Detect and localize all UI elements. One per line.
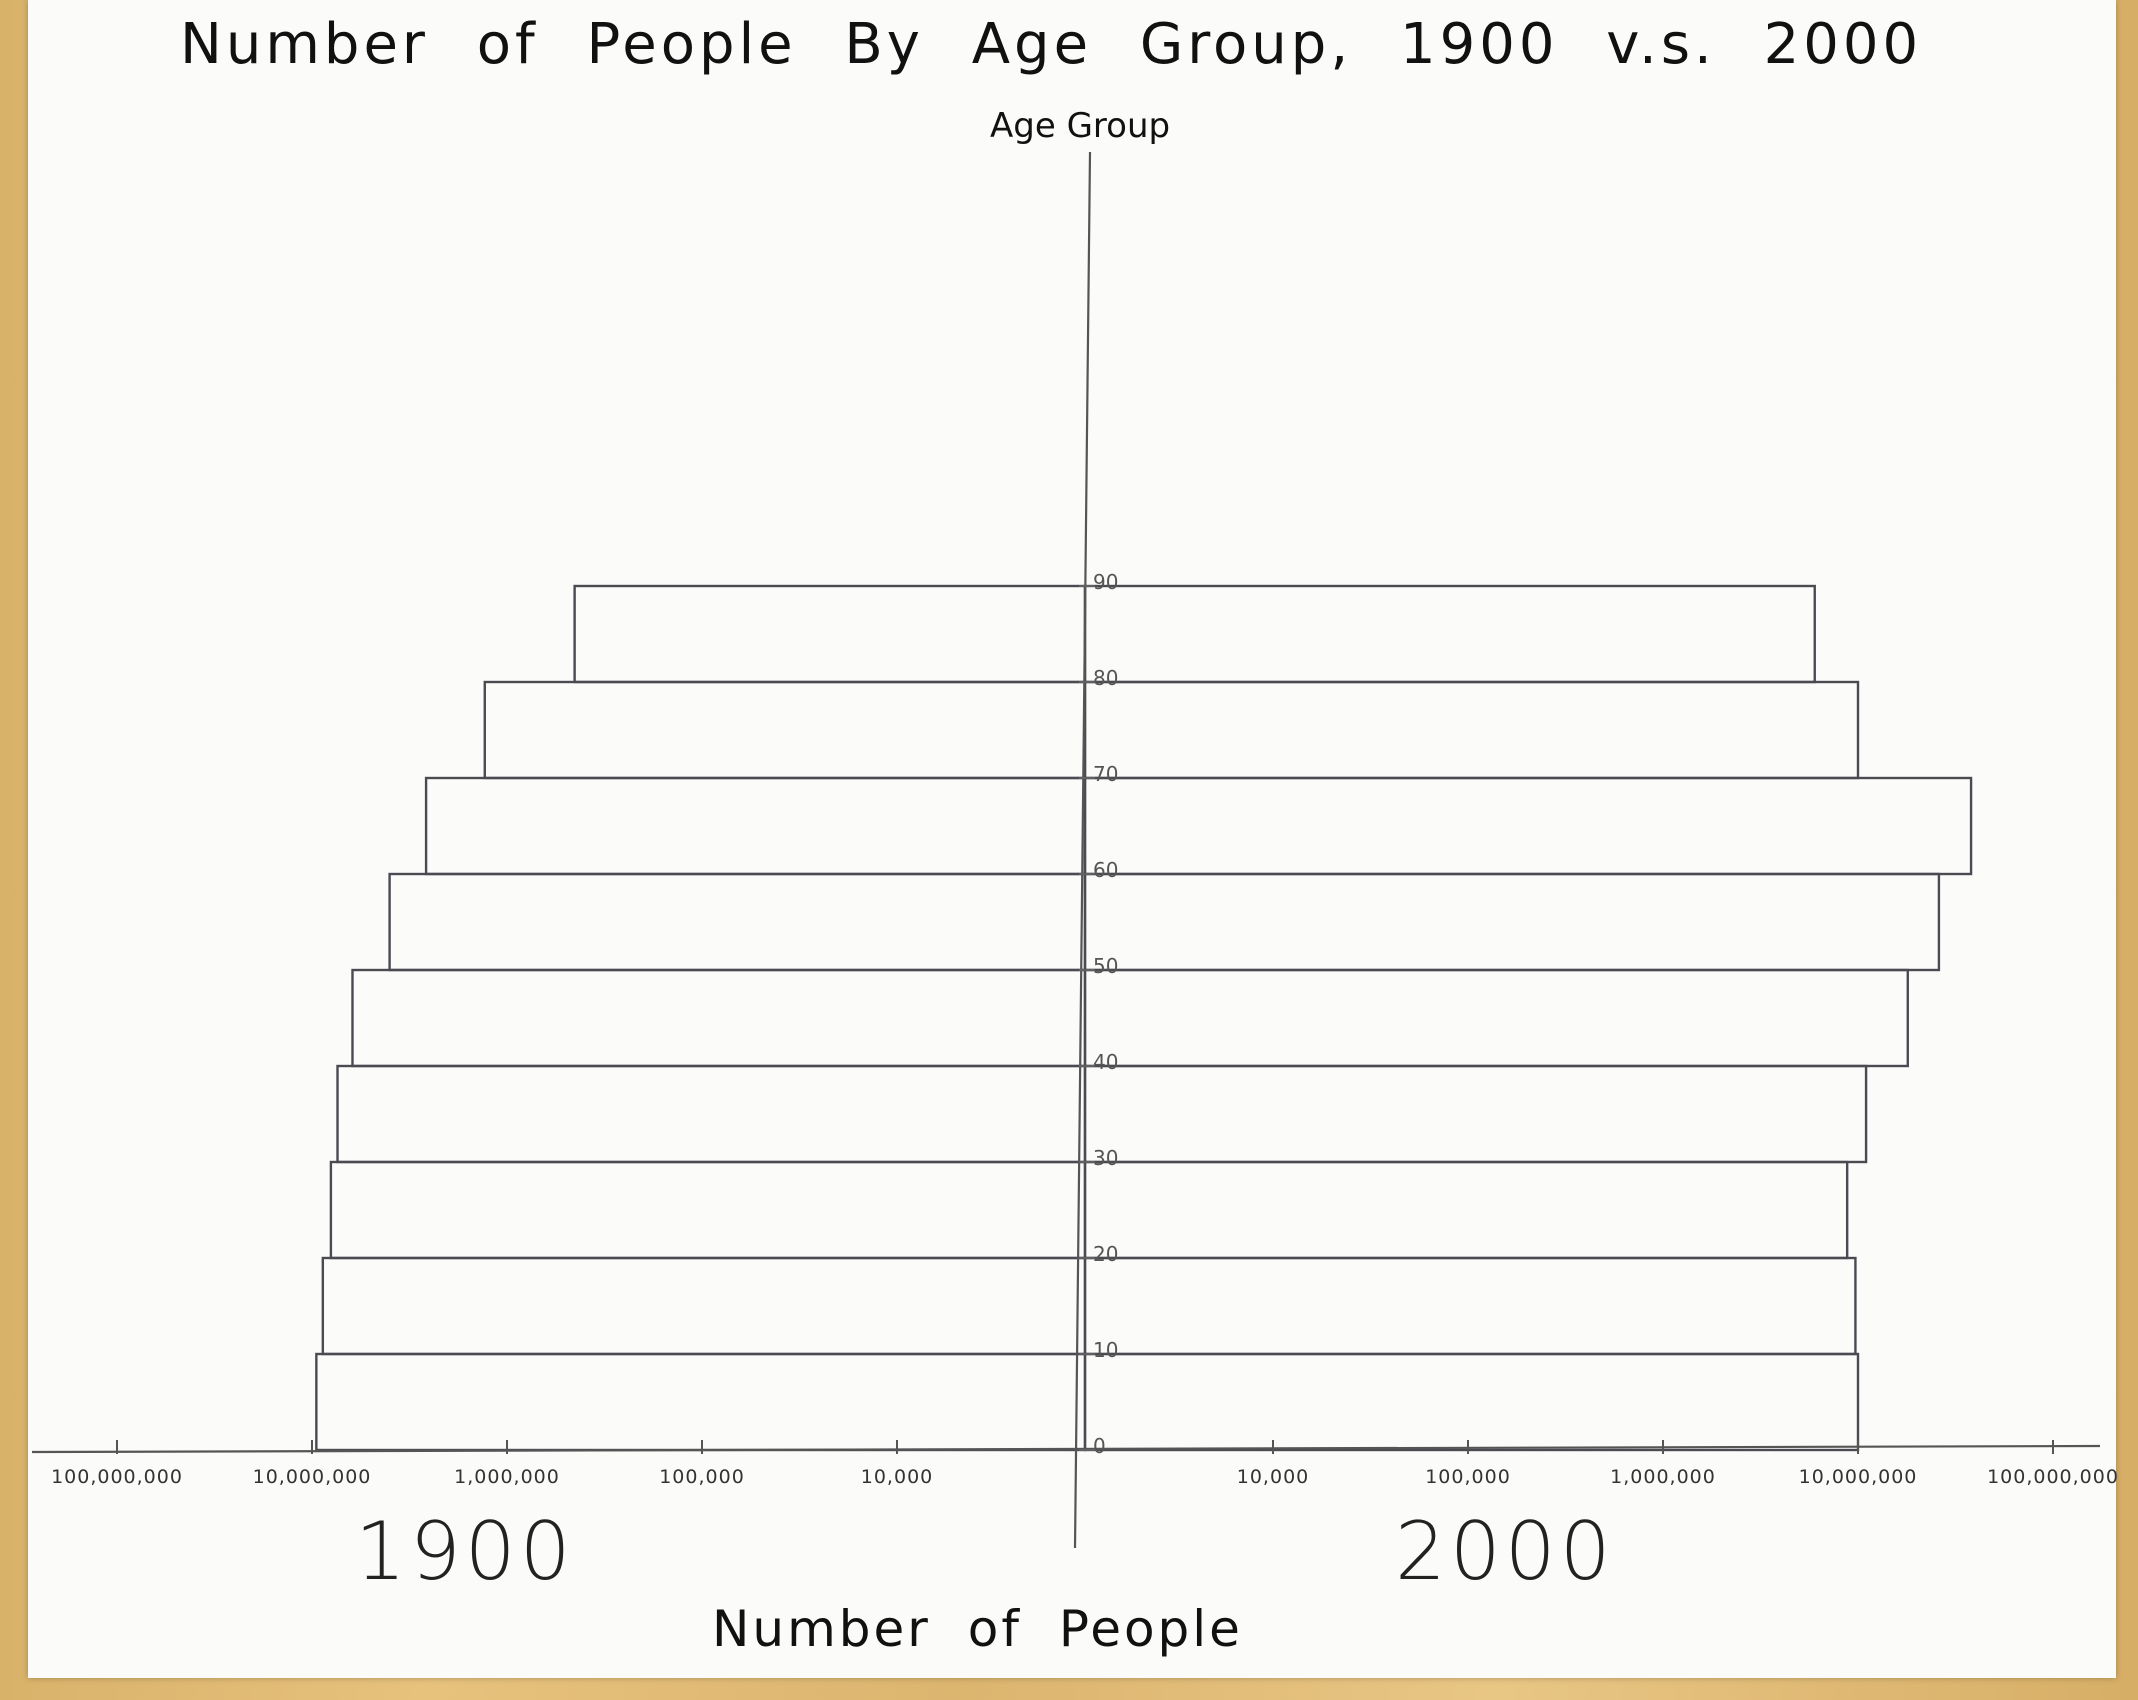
y-tick-label-90: 90 bbox=[1093, 570, 1119, 594]
y-tick-label-30: 30 bbox=[1093, 1146, 1119, 1170]
bar-1900-age-70 bbox=[483, 680, 1087, 780]
bar-1900-age-0 bbox=[315, 1352, 1087, 1452]
bars-group bbox=[315, 584, 1973, 1452]
side-label-2000: 2000 bbox=[1395, 1505, 1615, 1598]
bar-1900-age-80 bbox=[573, 584, 1087, 684]
y-axis bbox=[1073, 151, 1092, 1549]
x-tick-right-1: 100,000 bbox=[1425, 1466, 1511, 1488]
y-tick-label-70: 70 bbox=[1093, 762, 1119, 786]
bar-1900-age-50 bbox=[388, 872, 1087, 972]
x-tick-right-3: 10,000,000 bbox=[1798, 1466, 1918, 1488]
x-tick-left-3: 100,000 bbox=[659, 1466, 745, 1488]
x-tick-left-4: 10,000 bbox=[860, 1466, 934, 1488]
x-tick-right-0: 10,000 bbox=[1236, 1466, 1310, 1488]
bar-1900-age-10 bbox=[321, 1256, 1087, 1356]
side-label-1900: 1900 bbox=[355, 1505, 575, 1598]
bar-2000-age-0 bbox=[1083, 1352, 1860, 1452]
bar-2000-age-50 bbox=[1083, 872, 1941, 972]
bar-1900-age-40 bbox=[351, 968, 1087, 1068]
x-tick-right-4: 100,000,000 bbox=[1987, 1466, 2119, 1488]
y-tick-label-80: 80 bbox=[1093, 666, 1119, 690]
paper-sheet bbox=[28, 0, 2116, 1678]
bar-1900-age-60 bbox=[424, 776, 1087, 876]
y-tick-label-60: 60 bbox=[1093, 858, 1119, 882]
y-axis-label: Age Group bbox=[990, 106, 1171, 146]
bar-2000-age-40 bbox=[1083, 968, 1909, 1068]
x-tick-left-1: 10,000,000 bbox=[252, 1466, 372, 1488]
y-tick-label-40: 40 bbox=[1093, 1050, 1119, 1074]
bar-2000-age-20 bbox=[1083, 1160, 1849, 1260]
bar-2000-age-80 bbox=[1083, 584, 1816, 684]
bar-1900-age-20 bbox=[329, 1160, 1087, 1260]
y-tick-marks bbox=[1079, 585, 1095, 1451]
chart-title: Number of People By Age Group, 1900 v.s.… bbox=[180, 12, 1923, 77]
x-tick-right-2: 1,000,000 bbox=[1610, 1466, 1716, 1488]
x-tick-left-0: 100,000,000 bbox=[51, 1466, 183, 1488]
bar-2000-age-70 bbox=[1083, 680, 1860, 780]
x-tick-marks bbox=[116, 1440, 2054, 1454]
x-axis-label: Number of People bbox=[712, 1600, 1243, 1658]
y-tick-label-20: 20 bbox=[1093, 1242, 1119, 1266]
x-tick-left-2: 1,000,000 bbox=[454, 1466, 560, 1488]
bar-2000-age-10 bbox=[1083, 1256, 1857, 1356]
y-tick-label-0: 0 bbox=[1093, 1434, 1106, 1458]
y-tick-label-50: 50 bbox=[1093, 954, 1119, 978]
bar-2000-age-60 bbox=[1083, 776, 1973, 876]
y-tick-label-10: 10 bbox=[1093, 1338, 1119, 1362]
bar-1900-age-30 bbox=[336, 1064, 1087, 1164]
bar-2000-age-30 bbox=[1083, 1064, 1868, 1164]
x-axis bbox=[31, 1444, 2101, 1454]
